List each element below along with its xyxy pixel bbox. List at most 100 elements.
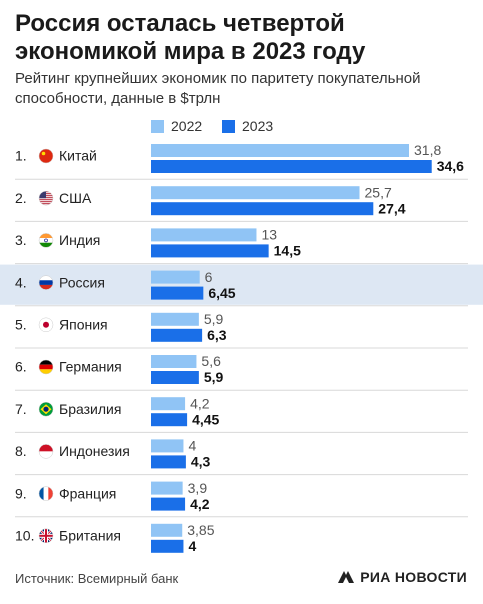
flag-part [41, 151, 46, 156]
value-label-2023: 34,6 [437, 158, 464, 174]
value-label-2023: 4,2 [190, 496, 210, 512]
rank-label: 9. [15, 485, 27, 501]
flag-outline [38, 401, 54, 417]
flag-part [39, 360, 53, 365]
rank-label: 3. [15, 232, 27, 248]
value-label-2023: 4 [188, 538, 196, 554]
flag-part [44, 238, 48, 243]
flag-outline [38, 528, 54, 544]
value-label-2023: 5,9 [204, 369, 224, 385]
flag-outline [38, 233, 54, 248]
brand-logo: РИА НОВОСТИ [337, 569, 467, 585]
country-label: США [59, 190, 92, 206]
bar-2023 [151, 160, 432, 173]
bar-2022 [151, 144, 409, 157]
flag-part [39, 238, 53, 243]
ria-logo-icon [338, 571, 355, 583]
value-label-2023: 4,3 [191, 454, 211, 470]
flag-part [43, 486, 49, 501]
chart-row: 4. Россия 66,45 [0, 264, 483, 307]
flag-part [39, 280, 53, 285]
value-label-2023: 27,4 [378, 200, 405, 216]
rank-label: 2. [15, 190, 27, 206]
rank-label: 1. [15, 148, 27, 164]
bar-2022 [151, 186, 360, 200]
country-label: Япония [59, 317, 108, 333]
country-label: Россия [59, 274, 105, 290]
flag-part [39, 275, 53, 281]
country-label: Германия [59, 359, 122, 375]
chart-row: 1. Китай 31,834,6 [15, 142, 468, 180]
chart-row: 2. США 25,727,4 [15, 184, 468, 222]
germany-flag-icon [39, 360, 53, 374]
flag-part [39, 242, 53, 248]
bar-2023 [151, 244, 269, 258]
rank-label: 10. [15, 528, 34, 544]
country-label: Британия [59, 528, 121, 544]
value-label-2023: 4,45 [192, 411, 219, 427]
bar-2023 [151, 413, 188, 427]
value-label-2022: 5,6 [201, 353, 221, 369]
legend-label-2022: 2022 [171, 118, 203, 134]
flag-part [45, 528, 47, 543]
flag-outline [38, 359, 54, 375]
value-label-2023: 14,5 [274, 243, 301, 259]
value-label-2022: 4 [188, 438, 196, 454]
bar-2022 [151, 270, 200, 284]
bar-2022 [151, 439, 184, 453]
value-label-2023: 6,3 [207, 327, 227, 343]
bar-2022 [151, 481, 183, 495]
usa-flag-icon [39, 191, 53, 206]
bar-2023 [151, 286, 204, 300]
country-label: Китай [59, 148, 97, 164]
france-flag-icon [39, 486, 53, 501]
uk-flag-icon [39, 528, 53, 543]
flag-part [43, 406, 49, 412]
flag-part [39, 364, 53, 370]
value-label-2022: 3,85 [187, 522, 214, 538]
rank-label: 5. [15, 317, 27, 333]
bar-2023 [151, 455, 186, 469]
legend-item-2023: 2023 [222, 118, 273, 134]
rank-label: 7. [15, 401, 27, 417]
flag-outline [38, 444, 54, 459]
russia-flag-icon [39, 275, 53, 290]
source-note: Источник: Всемирный банк [15, 571, 179, 586]
value-label-2022: 25,7 [365, 184, 392, 200]
flag-part [39, 284, 53, 290]
chart-subtitle: Рейтинг крупнейших экономик по паритету … [15, 70, 421, 107]
china-flag-icon [39, 149, 53, 163]
flag-part [39, 451, 53, 459]
flag-outline [38, 148, 54, 164]
bar-2023 [151, 539, 184, 553]
flag-part [39, 191, 46, 199]
indonesia-flag-icon [39, 444, 53, 459]
bar-2023 [151, 371, 199, 384]
chart-row: 7. Бразилия 4,24,45 [15, 395, 468, 433]
flag-part [39, 203, 53, 205]
flag-part [39, 486, 44, 501]
highlight-band [0, 264, 483, 305]
brand-name: РИА НОВОСТИ [360, 569, 467, 585]
country-label: Франция [59, 485, 116, 501]
country-label: Индонезия [59, 443, 130, 459]
value-label-2022: 31,8 [414, 142, 441, 158]
chart-row: 6. Германия 5,65,9 [15, 353, 468, 391]
chart-title: Россия осталась четвертой экономикой мир… [15, 10, 366, 65]
legend-item-2022: 2022 [151, 118, 202, 134]
bar-2022 [151, 355, 197, 368]
bar-2022 [151, 397, 186, 411]
flag-outline [38, 190, 54, 206]
chart-row: 10. Британия 3,854 [15, 522, 215, 554]
india-flag-icon [39, 233, 53, 248]
flag-part [43, 321, 49, 328]
bar-2023 [151, 202, 374, 216]
brazil-flag-icon [39, 402, 53, 417]
value-label-2022: 5,9 [204, 311, 224, 327]
chart-row: 8. Индонезия 44,3 [15, 438, 468, 476]
bar-2022 [151, 312, 199, 326]
rank-label: 6. [15, 359, 27, 375]
flag-part [39, 199, 53, 201]
